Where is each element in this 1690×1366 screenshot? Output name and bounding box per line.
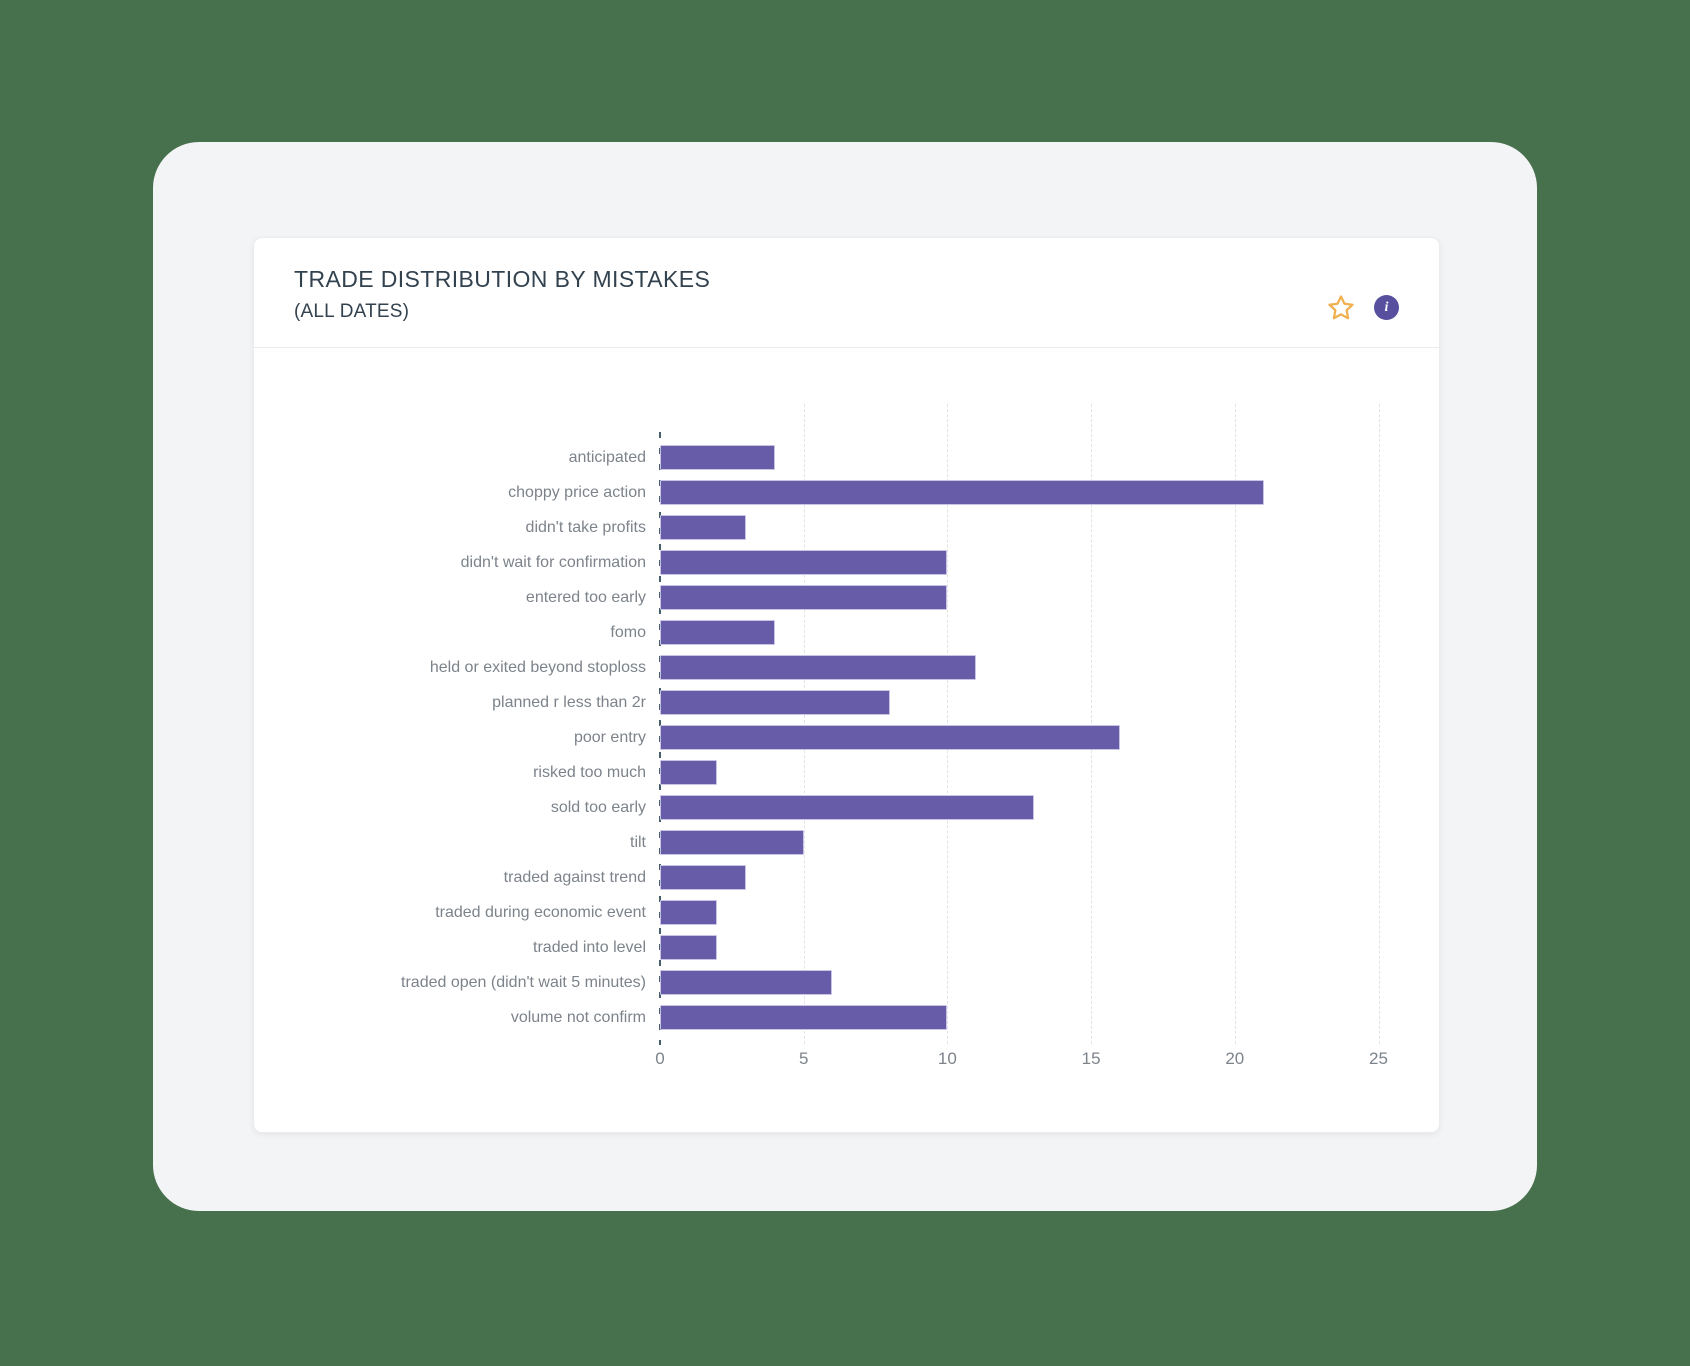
bar	[660, 970, 833, 995]
bar-chart: 0 5 10 15 20 25 anticipated choppy price actio…	[294, 404, 1399, 1104]
category-label: tilt	[630, 833, 646, 851]
card-actions: i	[1326, 293, 1399, 323]
category-label: didn't take profits	[525, 518, 646, 536]
bar	[660, 620, 775, 645]
x-tick-label: 5	[798, 1049, 809, 1068]
chart-row: traded into level	[294, 930, 1399, 965]
category-label: didn't wait for confirmation	[460, 553, 646, 571]
category-label: fomo	[610, 623, 646, 641]
x-tick-label: 0	[655, 1049, 665, 1068]
category-label: held or exited beyond stoploss	[429, 658, 646, 676]
chart-row: traded against trend	[294, 860, 1399, 895]
category-label: traded open (didn't wait 5 minutes)	[401, 973, 646, 991]
gridline	[1378, 404, 1380, 1044]
bar-track	[660, 440, 1399, 475]
gridline	[1234, 404, 1236, 1044]
bar	[660, 655, 977, 680]
category-label: planned r less than 2r	[492, 693, 646, 711]
bar-track	[660, 860, 1399, 895]
bar	[660, 830, 804, 855]
bar	[660, 795, 1034, 820]
gridline	[1091, 404, 1093, 1044]
category-label: traded into level	[533, 938, 646, 956]
x-tick-label: 20	[1225, 1049, 1245, 1068]
bar	[660, 900, 718, 925]
bar	[660, 1005, 948, 1030]
favorite-star-icon[interactable]	[1326, 293, 1356, 323]
bar-track	[660, 650, 1399, 685]
chart-row: planned r less than 2r	[294, 685, 1399, 720]
card-header: TRADE DISTRIBUTION BY MISTAKES (ALL DATE…	[254, 238, 1439, 348]
category-label: volume not confirm	[510, 1008, 646, 1026]
card-subtitle: (ALL DATES)	[294, 300, 410, 322]
bar-track	[660, 545, 1399, 580]
chart-row: choppy price action	[294, 475, 1399, 510]
category-label: traded against trend	[503, 868, 646, 886]
chart-row: traded during economic event	[294, 895, 1399, 930]
bar-track	[660, 965, 1399, 1000]
category-label: poor entry	[573, 728, 646, 746]
bar-track	[660, 475, 1399, 510]
chart-row: sold too early	[294, 790, 1399, 825]
chart-row: traded open (didn't wait 5 minutes)	[294, 965, 1399, 1000]
card-title: TRADE DISTRIBUTION BY MISTAKES	[294, 266, 711, 293]
card-titles: TRADE DISTRIBUTION BY MISTAKES (ALL DATE…	[294, 266, 710, 323]
chart-rows: anticipated choppy price action didn't tak…	[294, 404, 1399, 1035]
bar-track	[660, 685, 1399, 720]
bar	[660, 550, 948, 575]
x-tick-label: 10	[937, 1049, 957, 1068]
chart-row: fomo	[294, 615, 1399, 650]
bar-track	[660, 720, 1399, 755]
chart-row: didn't take profits	[294, 510, 1399, 545]
bar-track	[660, 615, 1399, 650]
bar-track	[660, 825, 1399, 860]
bar	[660, 515, 747, 540]
bar	[660, 690, 890, 715]
category-label: traded during economic event	[435, 903, 646, 921]
star-icon	[1328, 294, 1354, 319]
bar-track	[660, 930, 1399, 965]
chart-row: tilt	[294, 825, 1399, 860]
category-label: risked too much	[533, 763, 646, 781]
x-tick-label: 15	[1081, 1049, 1101, 1068]
bar	[660, 865, 747, 890]
bar-track	[660, 755, 1399, 790]
chart-card: TRADE DISTRIBUTION BY MISTAKES (ALL DATE…	[253, 237, 1440, 1133]
gridline	[803, 404, 805, 1044]
bar-track	[660, 1000, 1399, 1035]
bar-track	[660, 580, 1399, 615]
category-label: choppy price action	[508, 483, 646, 501]
bar	[660, 760, 718, 785]
chart-row: entered too early	[294, 580, 1399, 615]
bar-track	[660, 510, 1399, 545]
bar	[660, 935, 718, 960]
bar	[660, 585, 948, 610]
chart-row: volume not confirm	[294, 1000, 1399, 1035]
bar-track	[660, 895, 1399, 930]
bar	[660, 445, 775, 470]
gridline	[947, 404, 949, 1044]
bar-track	[660, 790, 1399, 825]
chart-row: poor entry	[294, 720, 1399, 755]
bar	[660, 480, 1264, 505]
x-tick-label: 25	[1369, 1049, 1388, 1068]
chart-row: anticipated	[294, 440, 1399, 475]
chart-row: held or exited beyond stoploss	[294, 650, 1399, 685]
bar	[660, 725, 1120, 750]
category-label: sold too early	[550, 798, 646, 816]
category-label: anticipated	[568, 448, 646, 466]
chart-row: didn't wait for confirmation	[294, 545, 1399, 580]
info-icon[interactable]: i	[1374, 295, 1399, 320]
dashboard-frame: TRADE DISTRIBUTION BY MISTAKES (ALL DATE…	[153, 142, 1537, 1211]
category-label: entered too early	[525, 588, 646, 606]
chart-row: risked too much	[294, 755, 1399, 790]
